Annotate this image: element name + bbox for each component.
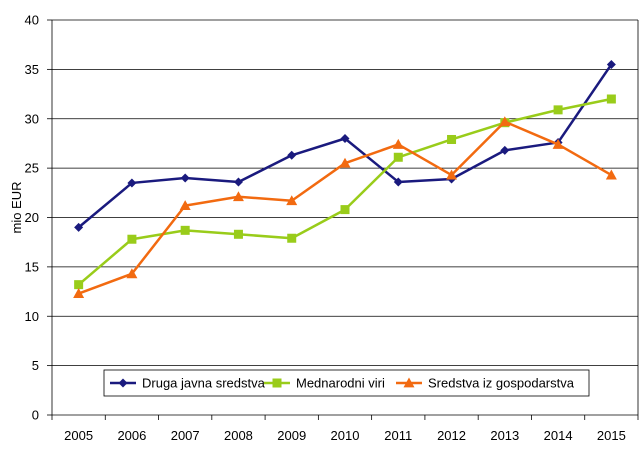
x-tick-label: 2007 xyxy=(171,428,200,443)
data-point xyxy=(605,169,617,180)
x-tick-label: 2010 xyxy=(331,428,360,443)
x-tick-label: 2008 xyxy=(224,428,253,443)
data-point xyxy=(127,178,137,188)
data-point xyxy=(74,280,84,290)
data-point xyxy=(339,157,351,168)
data-point xyxy=(287,150,297,160)
data-point xyxy=(232,191,244,202)
data-point xyxy=(446,169,458,180)
data-point xyxy=(127,234,137,244)
data-point xyxy=(180,173,190,183)
legend-item: Mednarodni viri xyxy=(264,376,385,391)
x-tick-label: 2011 xyxy=(384,428,412,443)
data-point xyxy=(286,195,298,206)
y-tick-label: 25 xyxy=(25,161,39,176)
legend-item: Druga javna sredstva xyxy=(110,376,266,391)
legend-item: Sredstva iz gospodarstva xyxy=(396,376,575,391)
data-point xyxy=(403,377,415,388)
legend-label: Sredstva iz gospodarstva xyxy=(428,376,575,391)
series-line xyxy=(77,63,613,229)
x-tick-label: 2005 xyxy=(64,428,93,443)
data-point xyxy=(553,105,563,115)
legend: Druga javna sredstva Mednarodni viri Sreds… xyxy=(103,369,590,397)
x-tick-label: 2014 xyxy=(544,428,573,443)
x-tick-label: 2013 xyxy=(490,428,519,443)
gridlines xyxy=(52,19,638,367)
data-point xyxy=(393,177,403,187)
series-3 xyxy=(73,116,617,298)
y-tick-label: 40 xyxy=(25,13,39,28)
data-point xyxy=(126,268,138,279)
data-point xyxy=(552,138,564,149)
data-point xyxy=(272,378,282,388)
y-tick-label: 5 xyxy=(32,358,39,373)
series-line xyxy=(77,97,612,286)
y-axis-label: mio EUR xyxy=(9,181,24,233)
data-point xyxy=(340,205,350,215)
data-point xyxy=(392,138,404,149)
data-point xyxy=(233,177,243,187)
data-point xyxy=(287,233,297,243)
x-tick-label: 2012 xyxy=(437,428,466,443)
y-tick-labels: 0 5 10 15 20 25 30 35 40 xyxy=(25,13,39,423)
x-tick-label: 2015 xyxy=(597,428,626,443)
data-point xyxy=(118,378,128,388)
legend-box xyxy=(103,369,590,397)
x-tick-labels: 2005 2006 2007 2008 2009 2010 2011 2012 2013 2014… xyxy=(64,428,626,443)
y-tick-label: 35 xyxy=(25,62,39,77)
series-2 xyxy=(74,94,616,290)
data-point xyxy=(393,152,403,162)
data-point xyxy=(180,225,190,235)
data-point xyxy=(74,222,84,232)
data-point xyxy=(233,229,243,239)
series-group xyxy=(73,59,617,298)
data-point xyxy=(340,134,350,143)
data-point xyxy=(606,94,616,104)
y-tick-label: 0 xyxy=(32,408,39,423)
x-tick-label: 2006 xyxy=(117,428,146,443)
data-point xyxy=(179,200,191,211)
y-tick-label: 10 xyxy=(25,309,39,324)
y-tick-label: 15 xyxy=(25,259,39,274)
legend-label: Druga javna sredstva xyxy=(142,376,266,391)
legend-label: Mednarodni viri xyxy=(296,376,385,391)
y-tick-label: 30 xyxy=(25,111,39,126)
data-point xyxy=(73,288,85,298)
data-point xyxy=(499,116,511,127)
data-point xyxy=(447,134,457,144)
data-point xyxy=(500,145,510,155)
data-point xyxy=(606,59,616,69)
axes xyxy=(47,19,639,420)
y-tick-label: 20 xyxy=(25,210,39,225)
x-tick-label: 2009 xyxy=(277,428,306,443)
